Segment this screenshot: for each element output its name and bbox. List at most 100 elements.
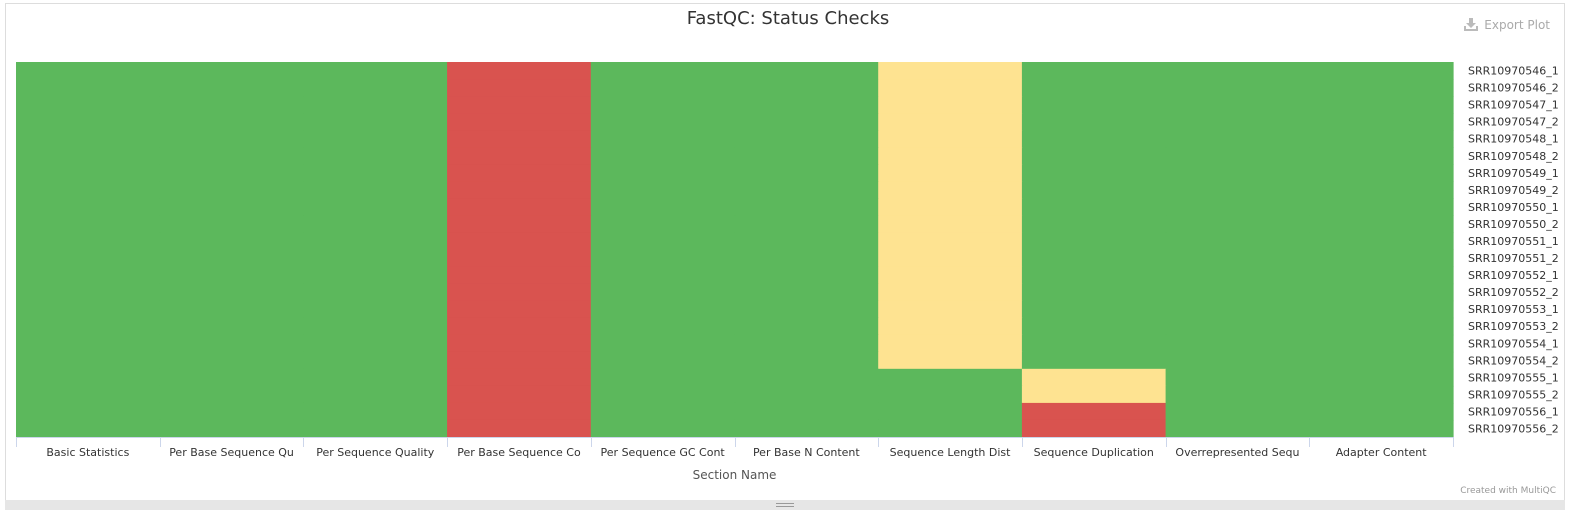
heatmap-cell[interactable]	[1165, 385, 1310, 404]
heatmap-cell[interactable]	[1165, 113, 1310, 131]
heatmap-cell[interactable]	[159, 317, 304, 336]
heatmap-cell[interactable]	[734, 300, 879, 319]
heatmap-cell[interactable]	[159, 402, 304, 421]
heatmap-cell[interactable]	[734, 79, 879, 97]
heatmap-cell[interactable]	[878, 266, 1023, 285]
heatmap-cell[interactable]	[1309, 113, 1454, 131]
heatmap-cell[interactable]	[1165, 130, 1310, 148]
heatmap-cell[interactable]	[734, 266, 879, 285]
heatmap-cell[interactable]	[159, 368, 304, 387]
heatmap-cell[interactable]	[734, 164, 879, 182]
heatmap-cell[interactable]	[1309, 334, 1454, 353]
heatmap-cell[interactable]	[1309, 130, 1454, 148]
heatmap-cell[interactable]	[878, 283, 1023, 302]
heatmap-cell[interactable]	[590, 215, 736, 234]
heatmap-cell[interactable]	[590, 147, 736, 165]
heatmap-cell[interactable]	[1309, 283, 1454, 302]
heatmap-cell[interactable]	[16, 266, 161, 285]
heatmap-cell[interactable]	[447, 79, 592, 97]
heatmap-cell[interactable]	[734, 351, 879, 370]
heatmap-cell[interactable]	[1165, 368, 1310, 387]
heatmap-cell[interactable]	[159, 300, 304, 319]
heatmap-cell[interactable]	[878, 334, 1023, 353]
heatmap-cell[interactable]	[590, 368, 736, 387]
heatmap-cell[interactable]	[878, 147, 1023, 165]
heatmap-cell[interactable]	[447, 266, 592, 285]
heatmap-cell[interactable]	[16, 368, 161, 387]
heatmap-cell[interactable]	[16, 113, 161, 131]
heatmap-cell[interactable]	[303, 317, 448, 336]
heatmap-cell[interactable]	[878, 368, 1023, 387]
heatmap-cell[interactable]	[1309, 232, 1454, 251]
heatmap-cell[interactable]	[1309, 198, 1454, 217]
heatmap-cell[interactable]	[878, 351, 1023, 370]
heatmap-cell[interactable]	[447, 181, 592, 199]
heatmap-cell[interactable]	[1309, 317, 1454, 336]
heatmap-cell[interactable]	[303, 300, 448, 319]
heatmap-cell[interactable]	[878, 113, 1023, 131]
heatmap-cell[interactable]	[303, 164, 448, 182]
heatmap-cell[interactable]	[303, 249, 448, 268]
heatmap-cell[interactable]	[1021, 385, 1167, 404]
heatmap-cell[interactable]	[878, 232, 1023, 251]
heatmap-cell[interactable]	[303, 385, 448, 404]
heatmap-cell[interactable]	[734, 402, 879, 421]
heatmap-cell[interactable]	[16, 62, 161, 80]
heatmap-cell[interactable]	[878, 385, 1023, 404]
heatmap-cell[interactable]	[734, 130, 879, 148]
heatmap-cell[interactable]	[1309, 62, 1454, 80]
heatmap-cell[interactable]	[16, 130, 161, 148]
heatmap-cell[interactable]	[447, 147, 592, 165]
heatmap-cell[interactable]	[159, 266, 304, 285]
heatmap-cell[interactable]	[1021, 164, 1167, 182]
resize-handle[interactable]	[5, 500, 1565, 510]
heatmap-cell[interactable]	[878, 62, 1023, 80]
heatmap-cell[interactable]	[1309, 181, 1454, 199]
heatmap-cell[interactable]	[447, 351, 592, 370]
heatmap-cell[interactable]	[1165, 419, 1310, 438]
heatmap-cell[interactable]	[16, 402, 161, 421]
heatmap-cell[interactable]	[734, 96, 879, 114]
heatmap-cell[interactable]	[590, 113, 736, 131]
heatmap-cell[interactable]	[447, 130, 592, 148]
heatmap-cell[interactable]	[1309, 385, 1454, 404]
heatmap-cell[interactable]	[590, 317, 736, 336]
heatmap-cell[interactable]	[878, 164, 1023, 182]
heatmap-cell[interactable]	[878, 419, 1023, 438]
heatmap-cell[interactable]	[303, 147, 448, 165]
heatmap-cell[interactable]	[734, 419, 879, 438]
heatmap-cell[interactable]	[1021, 283, 1167, 302]
heatmap-cell[interactable]	[303, 215, 448, 234]
heatmap-cell[interactable]	[1021, 198, 1167, 217]
heatmap-cell[interactable]	[1165, 249, 1310, 268]
heatmap-cell[interactable]	[303, 283, 448, 302]
heatmap-cell[interactable]	[159, 249, 304, 268]
heatmap-cell[interactable]	[447, 62, 592, 80]
heatmap-cell[interactable]	[1021, 419, 1167, 438]
heatmap-cell[interactable]	[1021, 96, 1167, 114]
heatmap-cell[interactable]	[16, 96, 161, 114]
heatmap-cell[interactable]	[447, 334, 592, 353]
heatmap-cell[interactable]	[734, 334, 879, 353]
heatmap-cell[interactable]	[1165, 351, 1310, 370]
heatmap-cell[interactable]	[447, 300, 592, 319]
heatmap-cell[interactable]	[878, 402, 1023, 421]
heatmap-cell[interactable]	[878, 79, 1023, 97]
heatmap-cell[interactable]	[16, 283, 161, 302]
heatmap-cell[interactable]	[1309, 419, 1454, 438]
heatmap-cell[interactable]	[159, 147, 304, 165]
heatmap-cell[interactable]	[16, 215, 161, 234]
heatmap-cell[interactable]	[1309, 96, 1454, 114]
heatmap-cell[interactable]	[303, 232, 448, 251]
heatmap-cell[interactable]	[878, 130, 1023, 148]
heatmap-cell[interactable]	[303, 96, 448, 114]
heatmap-cell[interactable]	[1165, 198, 1310, 217]
heatmap-cell[interactable]	[447, 317, 592, 336]
heatmap-cell[interactable]	[303, 334, 448, 353]
heatmap-cell[interactable]	[447, 198, 592, 217]
heatmap-cell[interactable]	[159, 232, 304, 251]
heatmap-cell[interactable]	[1021, 130, 1167, 148]
heatmap-cell[interactable]	[590, 249, 736, 268]
heatmap-cell[interactable]	[303, 351, 448, 370]
heatmap-cell[interactable]	[16, 334, 161, 353]
